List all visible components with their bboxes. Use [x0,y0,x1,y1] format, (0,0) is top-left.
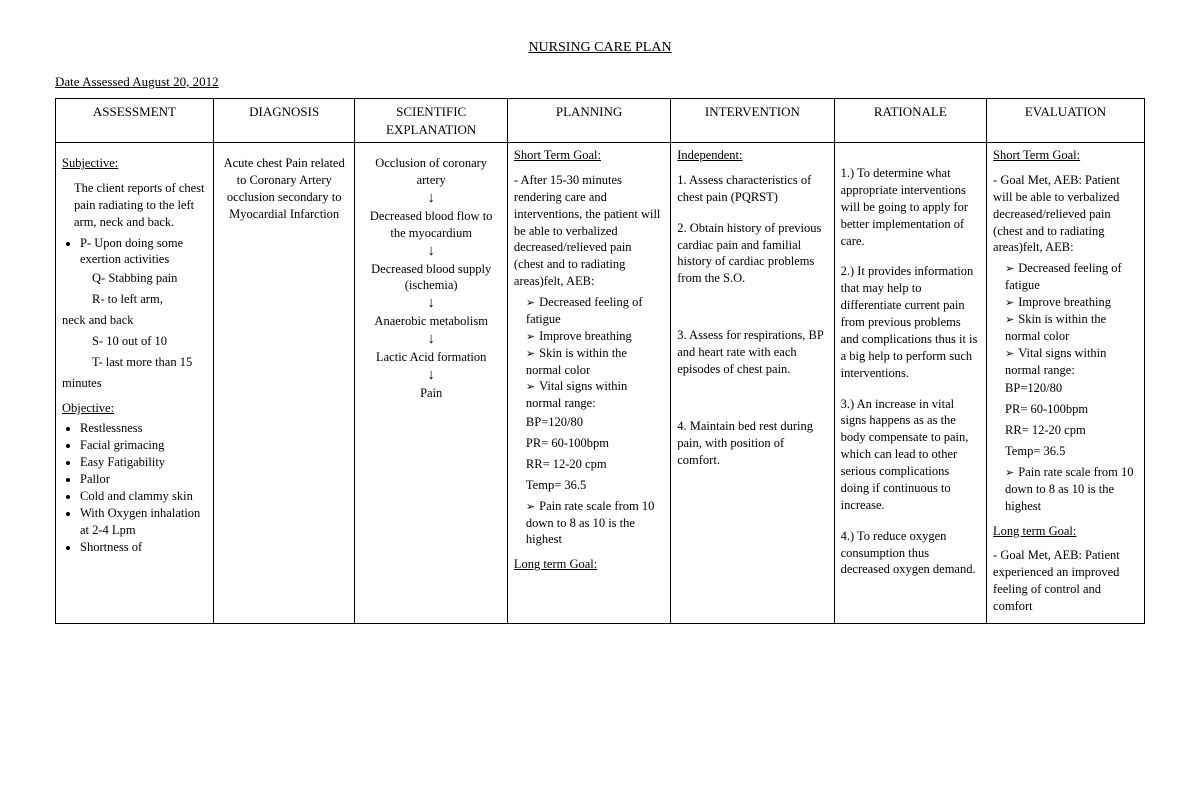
list-item: Skin is within the normal color [1005,311,1138,345]
list-item: Pain rate scale from 10 down to 8 as 10 … [526,498,664,549]
eval-vs-bp: BP=120/80 [993,380,1138,397]
eval-long-term-heading: Long term Goal: [993,523,1138,540]
cell-assessment: Subjective: The client reports of chest … [56,143,214,624]
list-item: Pain rate scale from 10 down to 8 as 10 … [1005,464,1138,515]
document-title: NURSING CARE PLAN [55,40,1145,56]
list-item: With Oxygen inhalation at 2-4 Lpm [80,505,207,539]
eval-bullets: Decreased feeling of fatigue Improve bre… [1005,260,1138,378]
short-term-goal-text: - After 15-30 minutes rendering care and… [514,172,664,290]
flow-node: Lactic Acid formation [361,349,500,366]
col-scientific: SCIENTIFIC EXPLANATION [355,99,507,143]
pqrst-q: Q- Stabbing pain [62,270,207,287]
eval-pain-bullet: Pain rate scale from 10 down to 8 as 10 … [1005,464,1138,515]
diagnosis-text: Acute chest Pain related to Coronary Art… [220,155,349,223]
pqrst-t-cont: minutes [62,375,207,392]
list-item: Easy Fatigability [80,454,207,471]
table-header-row: ASSESSMENT DIAGNOSIS SCIENTIFIC EXPLANAT… [56,99,1145,143]
list-item: Decreased feeling of fatigue [1005,260,1138,294]
short-term-goal-heading: Short Term Goal: [514,147,664,164]
flow-node: Decreased blood flow to the myocardium [361,208,500,242]
objective-list: Restlessness Facial grimacing Easy Fatig… [80,420,207,555]
rationale-2: 2.) It provides information that may hel… [841,263,980,381]
eval-vs-rr: RR= 12-20 cpm [993,422,1138,439]
list-item: Vital signs within normal range: [526,378,664,412]
vs-rr: RR= 12-20 cpm [514,456,664,473]
list-item: Pallor [80,471,207,488]
eval-long-term-text: - Goal Met, AEB: Patient experienced an … [993,547,1138,615]
list-item: Vital signs within normal range: [1005,345,1138,379]
arrow-down-icon: ↓ [361,332,500,347]
arrow-down-icon: ↓ [361,191,500,206]
list-item: Facial grimacing [80,437,207,454]
table-row: Subjective: The client reports of chest … [56,143,1145,624]
vs-pr: PR= 60-100bpm [514,435,664,452]
col-diagnosis: DIAGNOSIS [213,99,355,143]
intervention-1: 1. Assess characteristics of chest pain … [677,172,827,206]
pqrst-s: S- 10 out of 10 [62,333,207,350]
planning-pain-bullet: Pain rate scale from 10 down to 8 as 10 … [526,498,664,549]
eval-vs-pr: PR= 60-100bpm [993,401,1138,418]
col-evaluation: EVALUATION [987,99,1145,143]
rationale-1: 1.) To determine what appropriate interv… [841,165,980,249]
flow-node: Anaerobic metabolism [361,313,500,330]
pqrst-p: P- Upon doing some exertion activities [80,235,207,269]
intervention-3: 3. Assess for respirations, BP and heart… [677,327,827,378]
cell-scientific: Occlusion of coronary artery ↓ Decreased… [355,143,507,624]
independent-heading: Independent: [677,147,827,164]
cell-intervention: Independent: 1. Assess characteristics o… [671,143,834,624]
list-item: Improve breathing [526,328,664,345]
cell-planning: Short Term Goal: - After 15-30 minutes r… [507,143,670,624]
pqrst-r-cont: neck and back [62,312,207,329]
vs-temp: Temp= 36.5 [514,477,664,494]
vs-bp: BP=120/80 [514,414,664,431]
pqrst-r: R- to left arm, [62,291,207,308]
eval-short-term-heading: Short Term Goal: [993,147,1138,164]
objective-heading: Objective: [62,400,207,417]
intervention-4: 4. Maintain bed rest during pain, with p… [677,418,827,469]
cell-evaluation: Short Term Goal: - Goal Met, AEB: Patien… [987,143,1145,624]
col-assessment: ASSESSMENT [56,99,214,143]
eval-short-term-text: - Goal Met, AEB: Patient will be able to… [993,172,1138,256]
col-intervention: INTERVENTION [671,99,834,143]
long-term-goal-heading: Long term Goal: [514,556,664,573]
cell-rationale: 1.) To determine what appropriate interv… [834,143,986,624]
flow-node: Decreased blood supply (ischemia) [361,261,500,295]
arrow-down-icon: ↓ [361,368,500,383]
col-rationale: RATIONALE [834,99,986,143]
flow-node: Pain [361,385,500,402]
list-item: Skin is within the normal color [526,345,664,379]
rationale-4: 4.) To reduce oxygen consumption thus de… [841,528,980,579]
col-planning: PLANNING [507,99,670,143]
date-assessed: Date Assessed August 20, 2012 [55,74,1145,90]
pqrst-list: P- Upon doing some exertion activities [80,235,207,269]
pqrst-t: T- last more than 15 [62,354,207,371]
cell-diagnosis: Acute chest Pain related to Coronary Art… [213,143,355,624]
arrow-down-icon: ↓ [361,296,500,311]
flow-diagram: Occlusion of coronary artery ↓ Decreased… [361,155,500,402]
list-item: Decreased feeling of fatigue [526,294,664,328]
rationale-3: 3.) An increase in vital signs happens a… [841,396,980,514]
eval-vs-temp: Temp= 36.5 [993,443,1138,460]
planning-bullets: Decreased feeling of fatigue Improve bre… [526,294,664,412]
list-item: Improve breathing [1005,294,1138,311]
arrow-down-icon: ↓ [361,244,500,259]
list-item: Shortness of [80,539,207,556]
list-item: Restlessness [80,420,207,437]
flow-node: Occlusion of coronary artery [361,155,500,189]
care-plan-table: ASSESSMENT DIAGNOSIS SCIENTIFIC EXPLANAT… [55,98,1145,624]
intervention-2: 2. Obtain history of previous cardiac pa… [677,220,827,288]
subjective-text: The client reports of chest pain radiati… [62,180,207,231]
list-item: Cold and clammy skin [80,488,207,505]
subjective-heading: Subjective: [62,155,207,172]
